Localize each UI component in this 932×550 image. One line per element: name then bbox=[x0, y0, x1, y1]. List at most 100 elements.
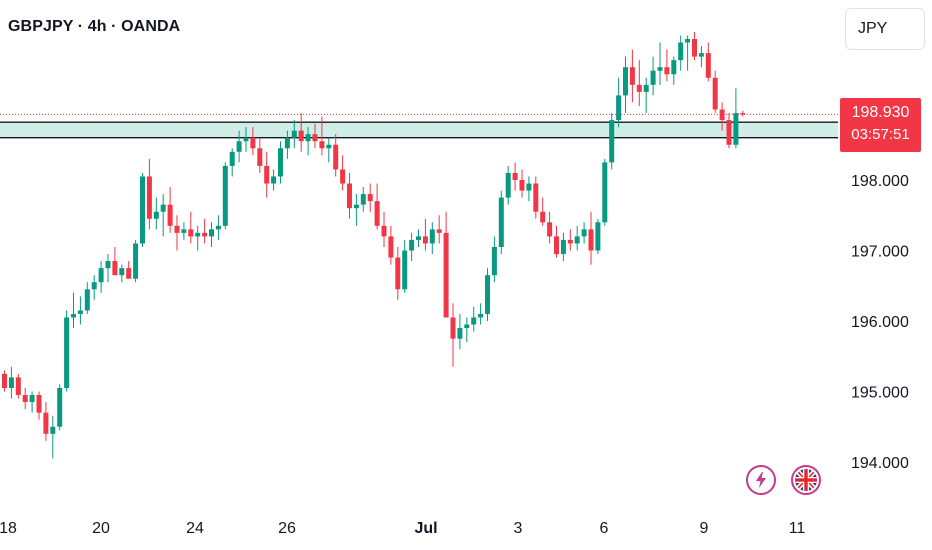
candle-body bbox=[119, 268, 125, 276]
candle-body bbox=[43, 412, 49, 434]
candle-body bbox=[464, 324, 470, 329]
candle-body bbox=[498, 197, 504, 247]
candle-body bbox=[36, 395, 42, 413]
candle-body bbox=[77, 310, 83, 314]
last-price-value: 198.930 bbox=[851, 104, 910, 121]
candle-body bbox=[560, 239, 566, 255]
candle-body bbox=[395, 257, 401, 290]
candle-body bbox=[526, 183, 532, 191]
candle-body bbox=[222, 165, 228, 226]
candle-body bbox=[91, 282, 97, 290]
candle-body bbox=[202, 232, 208, 237]
candle-body bbox=[436, 229, 442, 233]
candle-body bbox=[402, 250, 408, 290]
candle-body bbox=[719, 109, 725, 121]
candle-body bbox=[140, 176, 145, 244]
candle-body bbox=[264, 165, 270, 184]
candle-body bbox=[174, 225, 180, 233]
candle-body bbox=[250, 137, 256, 149]
time-tick-label: 24 bbox=[186, 520, 204, 537]
candle-body bbox=[84, 289, 90, 311]
candle-body bbox=[112, 261, 118, 276]
candle-body bbox=[429, 229, 435, 244]
uk-flag-icon[interactable] bbox=[791, 465, 821, 495]
candle-body bbox=[160, 204, 166, 212]
candle-body bbox=[595, 222, 601, 251]
candle-body bbox=[726, 120, 732, 145]
candle-body bbox=[567, 239, 573, 244]
candle-body bbox=[215, 225, 221, 230]
candle-body bbox=[685, 39, 691, 43]
candle-body bbox=[374, 201, 380, 226]
candle-body bbox=[360, 194, 366, 205]
candles bbox=[2, 31, 746, 459]
candle-body bbox=[278, 148, 283, 177]
candle-body bbox=[305, 134, 311, 142]
candle-body bbox=[29, 395, 35, 403]
currency-button[interactable]: JPY bbox=[845, 8, 925, 50]
lightning-icon[interactable] bbox=[746, 465, 776, 495]
candle-body bbox=[133, 243, 139, 279]
candle-body bbox=[15, 377, 21, 396]
candle-body bbox=[678, 42, 684, 61]
price-axis[interactable]: 194.000 195.000 196.000 197.000 198.000 bbox=[851, 173, 909, 472]
time-tick-label: 18 bbox=[0, 520, 17, 537]
price-tick-label: 197.000 bbox=[851, 244, 909, 261]
candle-body bbox=[629, 67, 635, 85]
candle-body bbox=[416, 236, 421, 240]
candle-body bbox=[643, 84, 649, 92]
candle-body bbox=[602, 162, 608, 223]
candle-body bbox=[409, 239, 415, 251]
support-zone bbox=[0, 122, 838, 138]
candle-body bbox=[146, 176, 152, 219]
candle-body bbox=[671, 60, 677, 75]
uk-flag-glyph bbox=[795, 469, 817, 491]
candle-body bbox=[64, 317, 70, 388]
candle-body bbox=[740, 113, 746, 115]
candle-body bbox=[457, 328, 463, 339]
candle-body bbox=[367, 194, 373, 202]
candle-body bbox=[657, 67, 663, 71]
candle-body bbox=[443, 232, 449, 318]
candle-body bbox=[533, 183, 539, 212]
candle-body bbox=[547, 222, 553, 237]
price-tick-label: 194.000 bbox=[851, 455, 909, 472]
bar-countdown: 03:57:51 bbox=[851, 126, 910, 143]
time-tick-label: 3 bbox=[514, 520, 523, 537]
candle-body bbox=[153, 211, 159, 219]
candle-body bbox=[126, 268, 132, 279]
candle-body bbox=[519, 180, 525, 191]
candle-body bbox=[98, 268, 104, 283]
candle-body bbox=[636, 84, 642, 92]
candle-body bbox=[353, 204, 359, 209]
candle-body bbox=[616, 95, 622, 121]
candle-body bbox=[167, 204, 173, 226]
candle-body bbox=[319, 141, 325, 149]
candle-body bbox=[388, 236, 394, 258]
candle-body bbox=[229, 151, 235, 166]
candle-body bbox=[257, 148, 263, 166]
candle-body bbox=[105, 261, 111, 269]
candle-body bbox=[57, 387, 63, 427]
candle-body bbox=[271, 176, 277, 184]
candle-body bbox=[623, 67, 628, 96]
candle-body bbox=[491, 246, 497, 276]
candle-body bbox=[712, 77, 718, 110]
candle-body bbox=[209, 229, 214, 237]
candle-body bbox=[705, 53, 711, 78]
candle-body bbox=[733, 113, 739, 145]
price-tick-label: 196.000 bbox=[851, 314, 909, 331]
candle-body bbox=[485, 275, 490, 314]
last-price-label: 198.930 03:57:51 bbox=[840, 98, 921, 152]
symbol-title: GBPJPY · 4h · OANDA bbox=[8, 18, 181, 35]
time-axis[interactable]: 18 20 24 26 Jul 3 6 9 11 bbox=[0, 520, 805, 537]
candle-body bbox=[195, 232, 201, 237]
candle-body bbox=[71, 313, 76, 318]
time-tick-label: 11 bbox=[789, 520, 806, 537]
price-tick-label: 198.000 bbox=[851, 173, 909, 190]
candle-body bbox=[8, 377, 14, 388]
candle-body bbox=[540, 211, 546, 223]
candle-body bbox=[284, 137, 290, 149]
candle-body bbox=[50, 426, 56, 434]
